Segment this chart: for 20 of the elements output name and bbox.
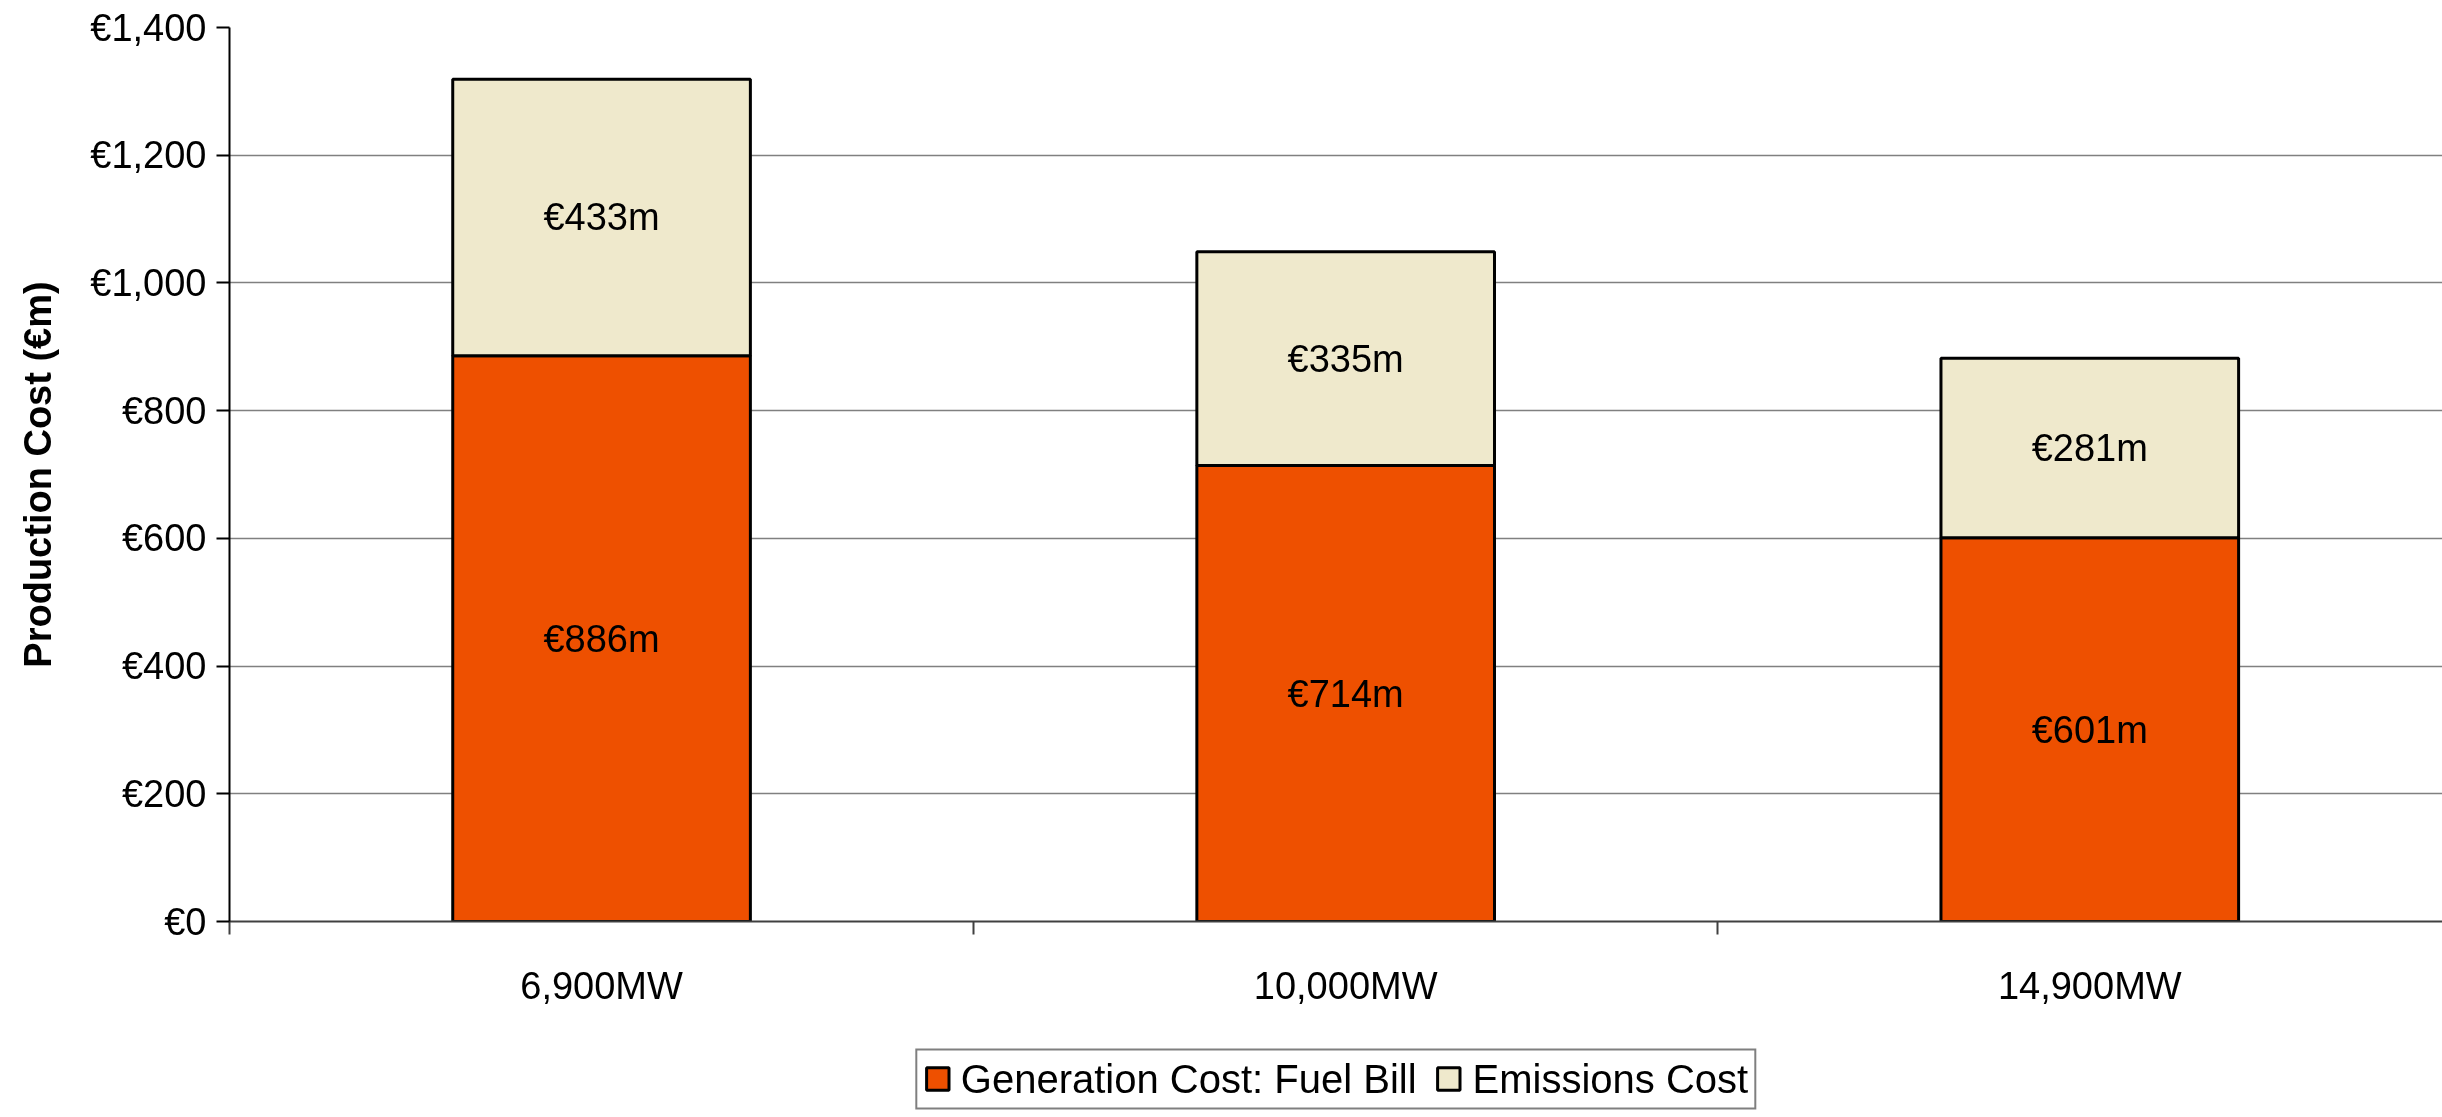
y-axis-title: Production Cost (€m) xyxy=(17,281,60,668)
y-tick-label: €400 xyxy=(121,645,207,688)
y-tick-label: €1,200 xyxy=(90,134,207,177)
y-tick-label: €1,000 xyxy=(90,261,207,304)
y-tick-label: €200 xyxy=(121,772,207,815)
legend-label: Emissions Cost xyxy=(1472,1056,1749,1101)
legend-label: Generation Cost: Fuel Bill xyxy=(960,1056,1417,1101)
data-label: €281m xyxy=(2031,427,2148,469)
x-tick-label: 10,000MW xyxy=(1253,964,1438,1007)
x-tick-label: 14,900MW xyxy=(1997,964,2182,1007)
data-label: €335m xyxy=(1287,337,1404,380)
y-tick-label: €1,400 xyxy=(90,6,207,49)
data-label: €433m xyxy=(543,196,660,239)
data-label: €714m xyxy=(1287,672,1404,715)
data-label: €601m xyxy=(2031,708,2148,751)
y-tick-label: €600 xyxy=(121,517,207,560)
x-tick-label: 6,900MW xyxy=(520,964,683,1007)
data-label: €886m xyxy=(543,617,660,660)
y-tick-label: €800 xyxy=(121,389,207,432)
y-tick-label: €0 xyxy=(164,900,207,943)
